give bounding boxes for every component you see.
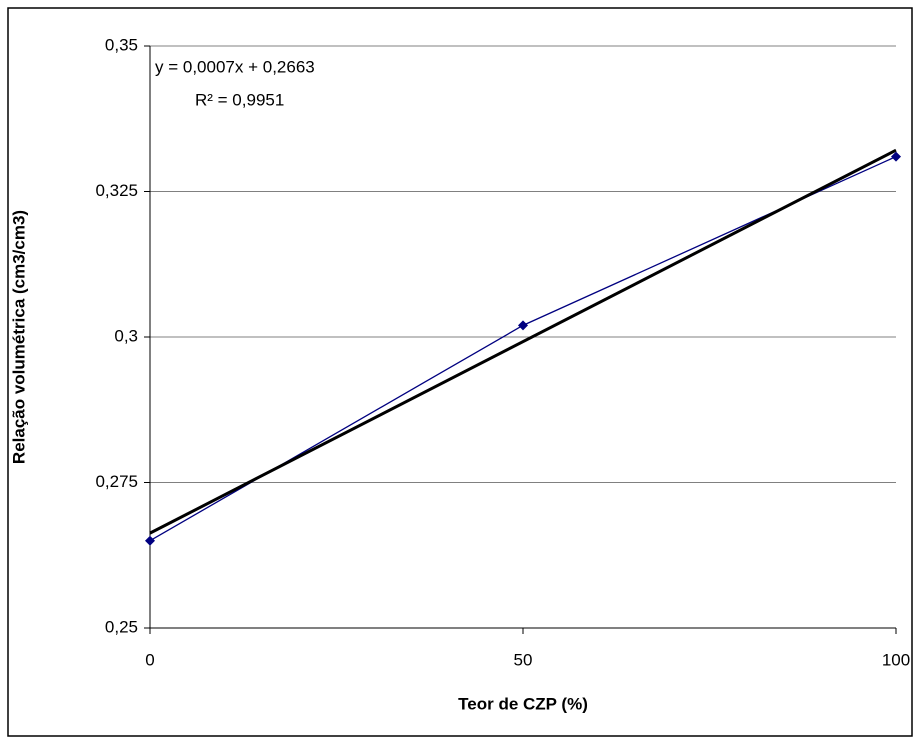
data-point: [518, 320, 528, 331]
y-tick-label: 0,35: [105, 35, 138, 54]
y-axis-title: Relação volumétrica (cm3/cm3): [9, 210, 28, 464]
y-tick-label: 0,325: [95, 181, 138, 200]
y-tick-label: 0,25: [105, 617, 138, 636]
data-point: [891, 151, 901, 162]
y-tick-label: 0,275: [95, 472, 138, 491]
x-tick-label: 0: [145, 650, 154, 669]
data-point: [145, 535, 155, 546]
r-squared-label: R² = 0,9951: [195, 90, 284, 109]
chart-border: [7, 7, 913, 737]
x-tick-label: 100: [882, 650, 910, 669]
x-axis-title: Teor de CZP (%): [458, 694, 588, 713]
trendline: [149, 148, 897, 535]
y-tick-label: 0,3: [114, 326, 138, 345]
equation-label: y = 0,0007x + 0,2663: [155, 57, 315, 76]
x-tick-label: 50: [514, 650, 533, 669]
